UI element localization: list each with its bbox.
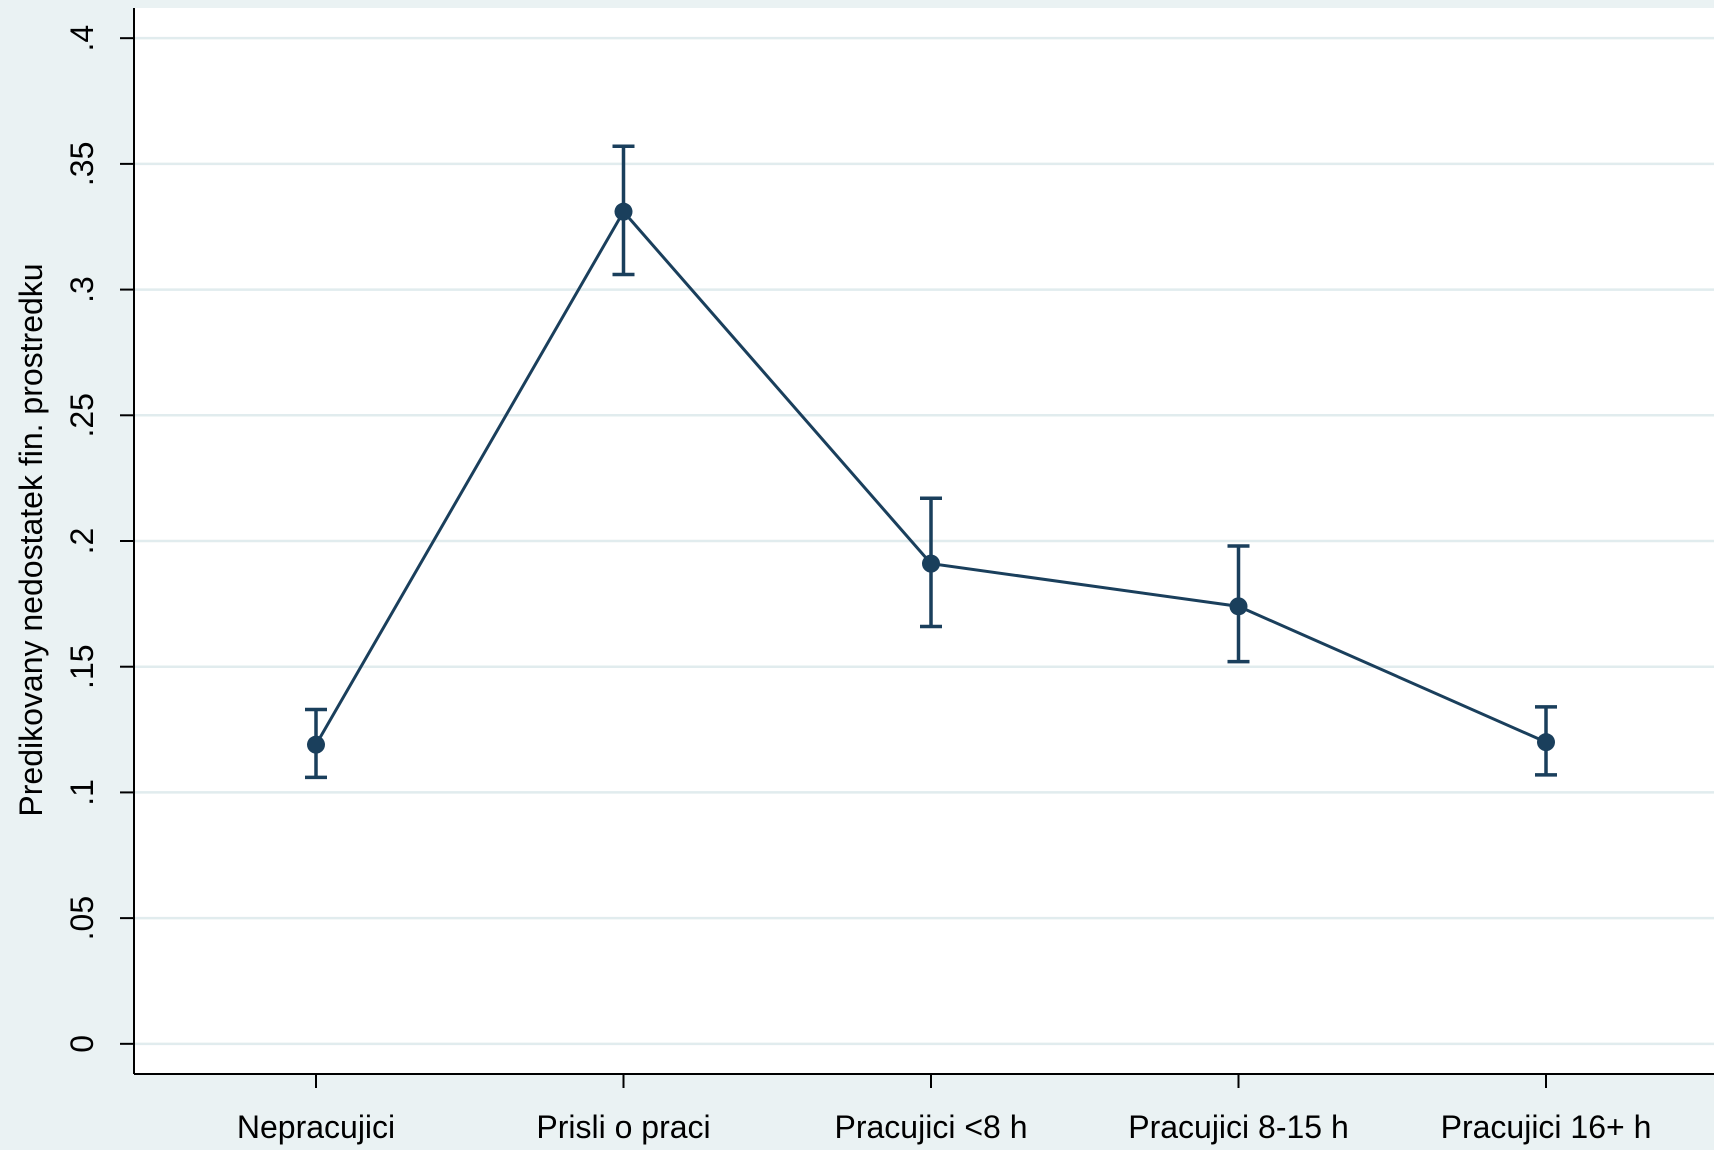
x-tick-label: Pracujici <8 h: [835, 1109, 1028, 1145]
data-point: [922, 554, 940, 573]
x-tick-label: Pracujici 8-15 h: [1128, 1109, 1349, 1145]
data-point: [614, 202, 633, 221]
x-tick-label: Nepracujici: [237, 1109, 395, 1145]
y-tick-label: .2: [64, 528, 100, 555]
x-tick-label: Prisli o praci: [536, 1109, 710, 1145]
data-points: [307, 202, 1555, 754]
y-tick-label: .25: [64, 393, 100, 437]
y-tick-label: .15: [64, 644, 100, 688]
data-point: [1537, 733, 1555, 752]
y-tick-label: .3: [64, 276, 100, 303]
y-tick-label: .05: [64, 896, 100, 940]
y-axis-ticks: 0 .05 .1 .15 .2 .25 .3 .35 .4: [64, 25, 134, 1053]
y-tick-label: .1: [64, 779, 100, 806]
y-tick-label: 0: [64, 1035, 100, 1053]
y-tick-label: .4: [64, 25, 100, 52]
y-axis-title: Predikovany nedostatek fin. prostredku: [13, 263, 49, 816]
x-axis-ticks: Nepracujici Prisli o praci Pracujici <8 h P…: [237, 1074, 1652, 1145]
gridlines: [134, 36, 1714, 1046]
y-tick-label: .35: [64, 142, 100, 186]
x-tick-label: Pracujici 16+ h: [1441, 1109, 1652, 1145]
data-point: [1229, 597, 1248, 616]
data-point: [307, 735, 325, 754]
